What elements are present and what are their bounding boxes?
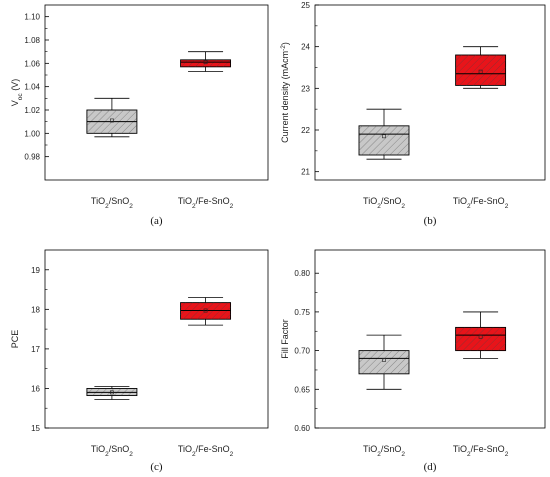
category-label: TiO2/Fe-SnO2 bbox=[178, 196, 234, 210]
panel-c: 15 16 17 18 19 PCE TiO2/SnO2 TiO2/Fe-SnO2 (c) bbox=[10, 249, 269, 473]
panel-a: 0.98 1.00 1.02 1.04 1.06 1.08 1.10 Voc (V) TiO2/… bbox=[10, 4, 269, 227]
y-tick-label: 15 bbox=[31, 424, 40, 433]
category-label: TiO2/SnO2 bbox=[363, 444, 405, 458]
box-tio2-fe-sno2 bbox=[180, 297, 232, 326]
box-hatch bbox=[455, 327, 506, 351]
y-tick-label: 0.98 bbox=[24, 153, 40, 162]
mean-marker bbox=[478, 334, 483, 339]
y-tick-label: 1.02 bbox=[24, 106, 40, 115]
box-hatch bbox=[359, 125, 409, 155]
y-tick-label: 25 bbox=[301, 1, 310, 10]
plot-frame bbox=[314, 249, 546, 429]
box-tio2-sno2 bbox=[86, 386, 138, 400]
box-tio2-fe-sno2 bbox=[180, 51, 232, 72]
y-tick-label: 0.65 bbox=[294, 385, 310, 394]
box-tio2-fe-sno2 bbox=[455, 311, 507, 359]
y-axis-title: Fill Factor bbox=[280, 319, 290, 359]
y-axis-title: Current density (mAcm-2) bbox=[280, 42, 291, 143]
y-tick-label: 24 bbox=[301, 43, 310, 52]
y-tick-label: 16 bbox=[31, 384, 40, 393]
plot-frame bbox=[44, 249, 269, 429]
y-tick-label: 22 bbox=[301, 126, 310, 135]
panel-label: (b) bbox=[424, 215, 437, 227]
panel-b: 21 22 23 24 25 Current density (mAcm-2) TiO2/S… bbox=[280, 1, 546, 227]
y-tick-label: 1.06 bbox=[24, 59, 40, 68]
y-tick-label: 0.60 bbox=[294, 424, 310, 433]
y-tick-label: 1.08 bbox=[24, 36, 40, 45]
panel-label: (a) bbox=[150, 215, 163, 227]
mean-marker bbox=[110, 390, 114, 395]
y-tick-label: 19 bbox=[31, 266, 40, 275]
panel-label: (d) bbox=[424, 461, 437, 473]
category-label: TiO2/Fe-SnO2 bbox=[178, 444, 234, 458]
plot-frame bbox=[44, 4, 269, 181]
y-axis-title: Voc (V) bbox=[10, 79, 24, 106]
category-label: TiO2/Fe-SnO2 bbox=[453, 444, 509, 458]
y-tick-label: 1.00 bbox=[24, 129, 40, 138]
box-hatch bbox=[359, 350, 409, 374]
category-label: TiO2/Fe-SnO2 bbox=[453, 196, 509, 210]
y-tick-label: 1.04 bbox=[24, 83, 40, 92]
panel-d: 0.60 0.65 0.70 0.75 0.80 Fill Factor TiO2/SnO2… bbox=[280, 249, 546, 473]
mean-marker bbox=[203, 60, 208, 65]
plot-frame bbox=[314, 4, 546, 181]
mean-marker bbox=[203, 308, 208, 313]
category-label: TiO2/SnO2 bbox=[363, 196, 405, 210]
mean-marker bbox=[110, 118, 114, 123]
panel-label: (c) bbox=[150, 461, 163, 473]
mean-marker bbox=[382, 357, 386, 362]
y-tick-label: 21 bbox=[301, 168, 310, 177]
box-hatch bbox=[180, 59, 231, 67]
y-tick-label: 0.75 bbox=[294, 308, 310, 317]
y-tick-label: 17 bbox=[31, 345, 40, 354]
y-tick-label: 1.10 bbox=[24, 13, 40, 22]
category-label: TiO2/SnO2 bbox=[91, 444, 133, 458]
category-label: TiO2/SnO2 bbox=[91, 196, 133, 210]
y-tick-label: 18 bbox=[31, 305, 40, 314]
box-tio2-sno2 bbox=[358, 334, 410, 390]
box-tio2-sno2 bbox=[358, 108, 410, 160]
y-axis-title: PCE bbox=[10, 330, 20, 349]
y-tick-label: 23 bbox=[301, 84, 310, 93]
box-tio2-sno2 bbox=[86, 97, 138, 138]
mean-marker bbox=[382, 134, 386, 139]
y-tick-label: 0.70 bbox=[294, 347, 310, 356]
mean-marker bbox=[478, 69, 483, 74]
y-tick-label: 0.80 bbox=[294, 269, 310, 278]
box-tio2-fe-sno2 bbox=[455, 46, 507, 89]
